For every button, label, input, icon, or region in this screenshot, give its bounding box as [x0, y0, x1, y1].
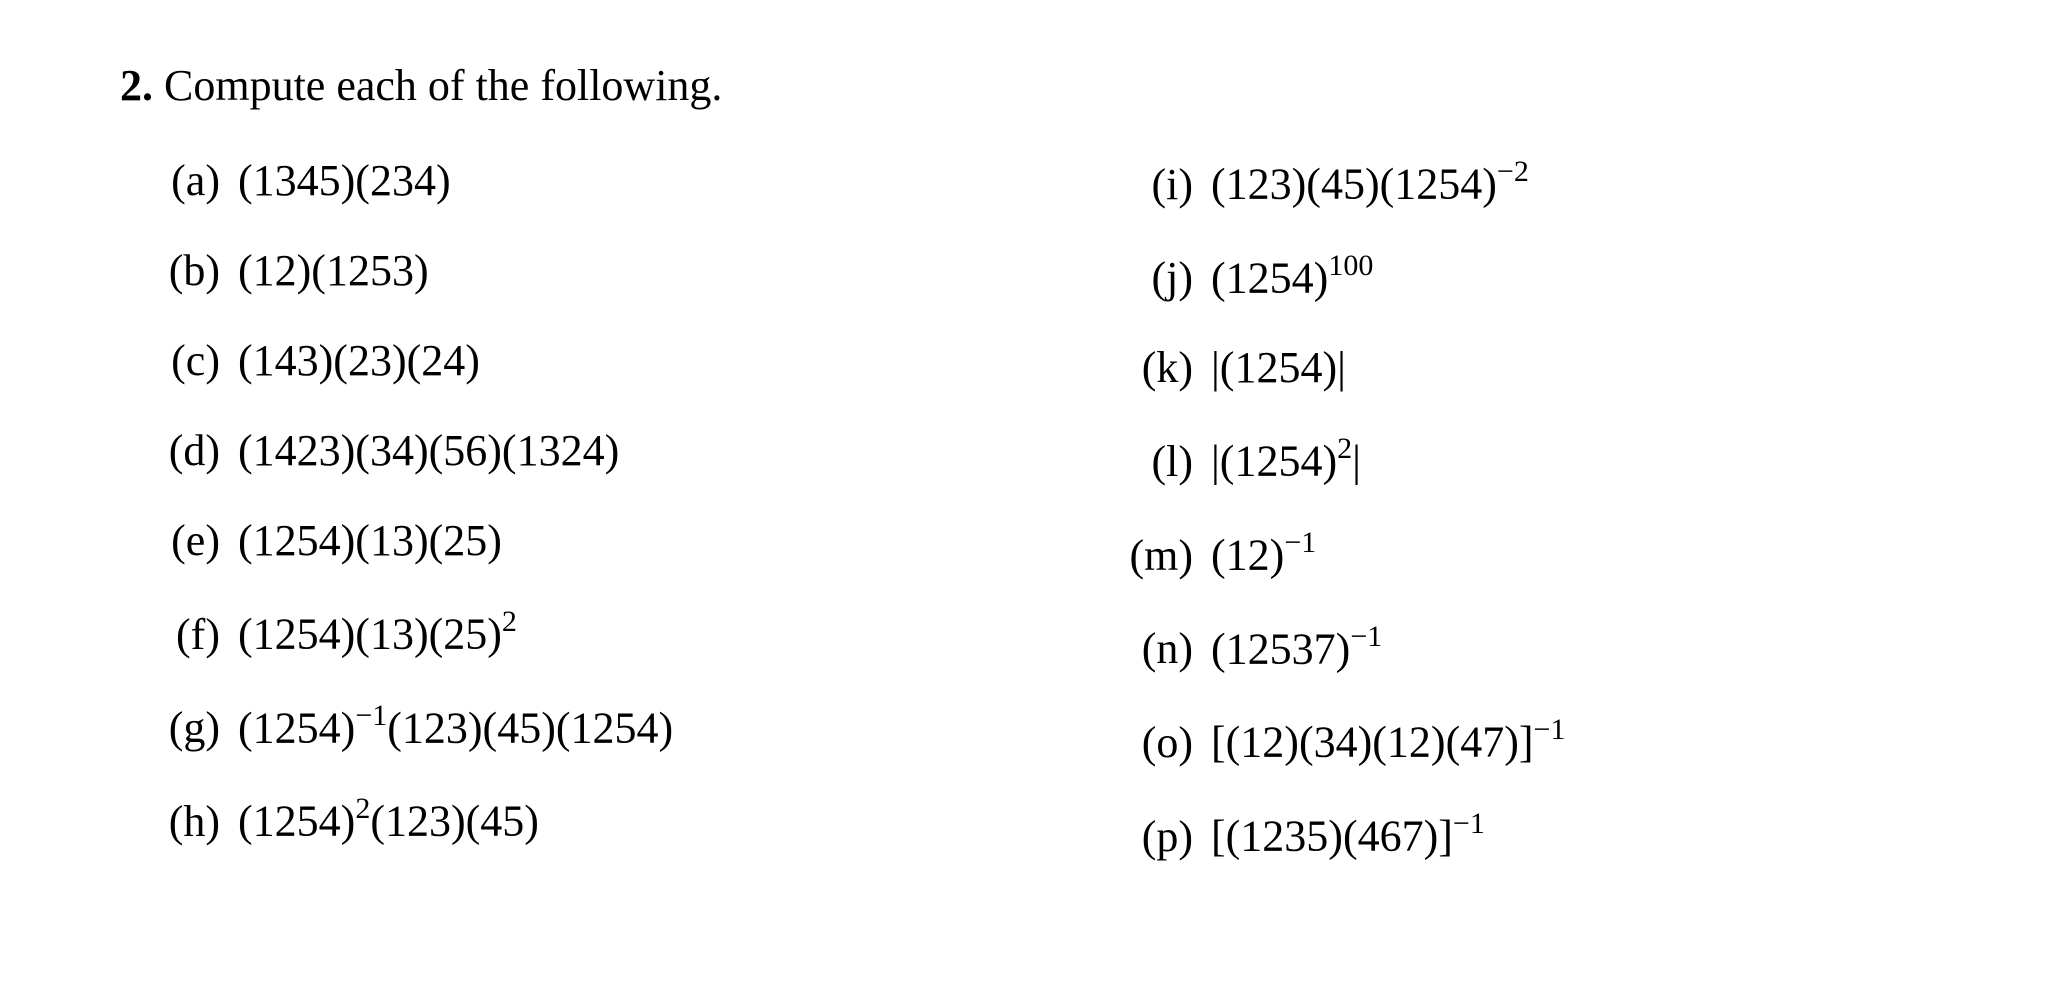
problem-prompt: 2. Compute each of the following.	[120, 60, 1926, 111]
item-expression: (12)(1253)	[238, 249, 429, 293]
list-item: (k)|(1254)|	[1083, 346, 1926, 390]
item-label: (k)	[1083, 346, 1211, 390]
problem-page: 2. Compute each of the following. (a)(13…	[0, 0, 2046, 919]
list-item: (f)(1254)(13)(25)2	[120, 609, 963, 657]
item-expression: (1423)(34)(56)(1324)	[238, 429, 619, 473]
item-expression: |(1254)|	[1211, 346, 1346, 390]
list-item: (a)(1345)(234)	[120, 159, 963, 203]
item-expression: (12537)−1	[1211, 624, 1382, 672]
items-column-right: (i)(123)(45)(1254)−2(j)(1254)100(k)|(125…	[1083, 159, 1926, 859]
list-item: (j)(1254)100	[1083, 253, 1926, 301]
item-label: (c)	[120, 339, 238, 383]
item-label: (m)	[1083, 534, 1211, 578]
list-item: (p)[(1235)(467)]−1	[1083, 811, 1926, 859]
list-item: (e)(1254)(13)(25)	[120, 519, 963, 563]
item-expression: (1254)−1(123)(45)(1254)	[238, 703, 673, 751]
list-item: (o)[(12)(34)(12)(47)]−1	[1083, 717, 1926, 765]
list-item: (m)(12)−1	[1083, 530, 1926, 578]
item-expression: (12)−1	[1211, 530, 1316, 578]
item-label: (d)	[120, 429, 238, 473]
item-label: (l)	[1083, 440, 1211, 484]
item-label: (i)	[1083, 163, 1211, 207]
list-item: (l)|(1254)2|	[1083, 436, 1926, 484]
item-label: (o)	[1083, 721, 1211, 765]
problem-number: 2.	[120, 61, 153, 110]
item-expression: [(1235)(467)]−1	[1211, 811, 1485, 859]
item-label: (e)	[120, 519, 238, 563]
item-expression: (143)(23)(24)	[238, 339, 480, 383]
list-item: (d)(1423)(34)(56)(1324)	[120, 429, 963, 473]
list-item: (b)(12)(1253)	[120, 249, 963, 293]
item-expression: [(12)(34)(12)(47)]−1	[1211, 717, 1565, 765]
list-item: (g)(1254)−1(123)(45)(1254)	[120, 703, 963, 751]
item-expression: (123)(45)(1254)−2	[1211, 159, 1529, 207]
items-column-left: (a)(1345)(234) (b)(12)(1253) (c)(143)(23)(…	[120, 159, 963, 859]
item-expression: (1254)2(123)(45)	[238, 796, 539, 844]
item-expression: (1254)(13)(25)	[238, 519, 502, 563]
item-label: (g)	[120, 706, 238, 750]
problem-text: Compute each of the following.	[164, 61, 722, 110]
item-expression: (1254)(13)(25)2	[238, 609, 517, 657]
item-label: (p)	[1083, 815, 1211, 859]
item-label: (n)	[1083, 627, 1211, 671]
list-item: (c)(143)(23)(24)	[120, 339, 963, 383]
list-item: (h)(1254)2(123)(45)	[120, 796, 963, 844]
item-label: (h)	[120, 800, 238, 844]
items-columns: (a)(1345)(234) (b)(12)(1253) (c)(143)(23)(…	[120, 159, 1926, 859]
list-item: (n)(12537)−1	[1083, 624, 1926, 672]
item-expression: |(1254)2|	[1211, 436, 1361, 484]
item-label: (b)	[120, 249, 238, 293]
item-label: (a)	[120, 159, 238, 203]
item-label: (j)	[1083, 256, 1211, 300]
item-label: (f)	[120, 613, 238, 657]
list-item: (i)(123)(45)(1254)−2	[1083, 159, 1926, 207]
item-expression: (1345)(234)	[238, 159, 451, 203]
item-expression: (1254)100	[1211, 253, 1373, 301]
